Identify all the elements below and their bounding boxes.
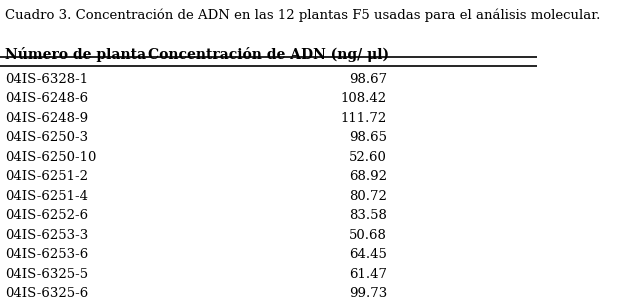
Text: 04IS-6325-5: 04IS-6325-5: [5, 268, 88, 281]
Text: 04IS-6251-4: 04IS-6251-4: [5, 190, 88, 203]
Text: 04IS-6253-6: 04IS-6253-6: [5, 248, 88, 261]
Text: 83.58: 83.58: [349, 209, 387, 222]
Text: 04IS-6248-6: 04IS-6248-6: [5, 92, 88, 106]
Text: 99.73: 99.73: [349, 287, 387, 300]
Text: 04IS-6251-2: 04IS-6251-2: [5, 170, 88, 183]
Text: 04IS-6248-9: 04IS-6248-9: [5, 112, 88, 125]
Text: 80.72: 80.72: [349, 190, 387, 203]
Text: 04IS-6250-3: 04IS-6250-3: [5, 131, 88, 144]
Text: 98.65: 98.65: [349, 131, 387, 144]
Text: Número de planta: Número de planta: [5, 47, 147, 62]
Text: 04IS-6252-6: 04IS-6252-6: [5, 209, 88, 222]
Text: 04IS-6250-10: 04IS-6250-10: [5, 151, 97, 164]
Text: 111.72: 111.72: [341, 112, 387, 125]
Text: 04IS-6328-1: 04IS-6328-1: [5, 73, 88, 86]
Text: 61.47: 61.47: [349, 268, 387, 281]
Text: Cuadro 3. Concentración de ADN en las 12 plantas F5 usadas para el análisis mole: Cuadro 3. Concentración de ADN en las 12…: [5, 9, 601, 22]
Text: Concentración de ADN (ng/ μl): Concentración de ADN (ng/ μl): [148, 47, 389, 62]
Text: 68.92: 68.92: [349, 170, 387, 183]
Text: 108.42: 108.42: [341, 92, 387, 106]
Text: 50.68: 50.68: [349, 229, 387, 242]
Text: 52.60: 52.60: [349, 151, 387, 164]
Text: 04IS-6253-3: 04IS-6253-3: [5, 229, 88, 242]
Text: 64.45: 64.45: [349, 248, 387, 261]
Text: 98.67: 98.67: [349, 73, 387, 86]
Text: 04IS-6325-6: 04IS-6325-6: [5, 287, 88, 300]
